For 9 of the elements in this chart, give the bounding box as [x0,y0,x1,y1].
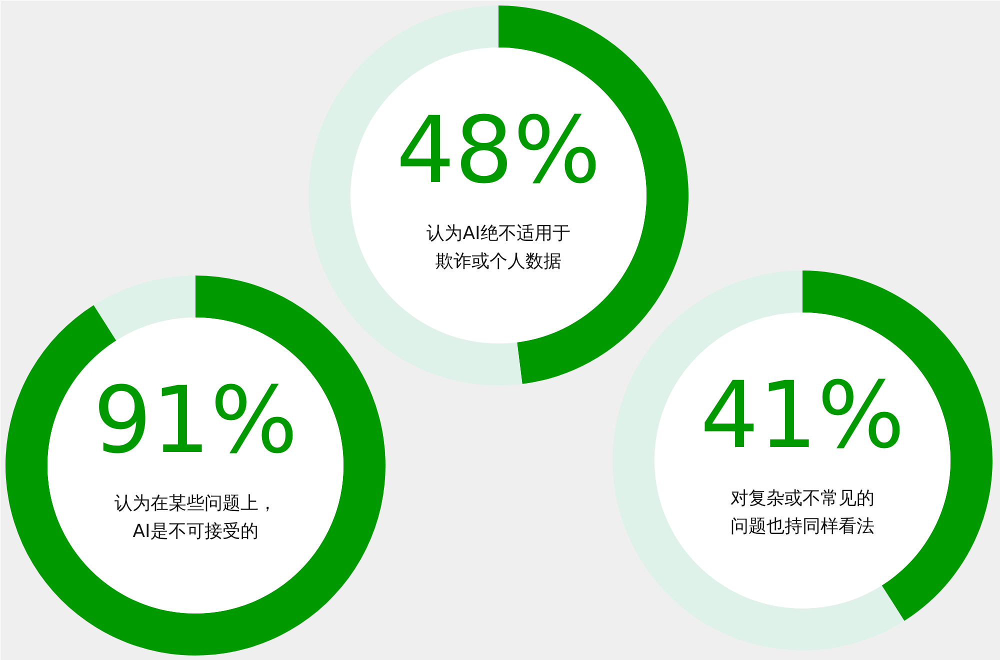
text: 认为在某些问题上， [114,493,276,514]
text: AI是不可接受的 [132,521,258,542]
data-label: 48% [396,97,601,204]
text: 认为AI绝不适用于 [426,223,570,244]
text: 对复杂或不常见的 [730,488,874,509]
data-label: 41% [700,362,905,469]
text: 欺诈或个人数据 [436,251,562,272]
text: 问题也持同样看法 [730,516,874,537]
data-label: 91% [93,367,298,474]
